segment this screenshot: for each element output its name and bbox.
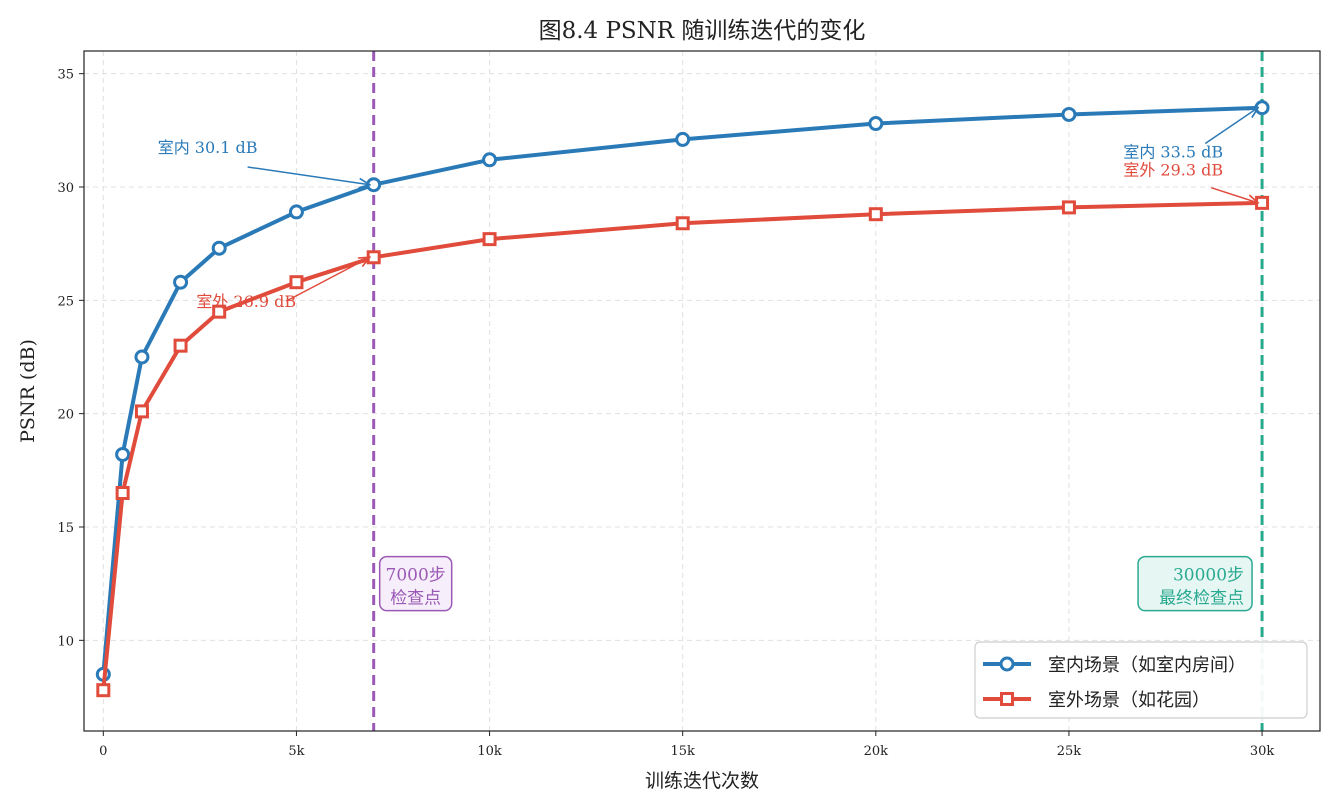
x-tick-label: 0	[99, 744, 107, 759]
data-point	[211, 240, 227, 256]
legend-swatch-marker	[1000, 692, 1014, 706]
checkpoint-label: 检查点	[390, 589, 441, 609]
series-line	[101, 200, 1263, 691]
data-point	[868, 207, 883, 222]
grid	[84, 51, 1320, 731]
data-point	[173, 338, 188, 353]
checkpoint-label-box	[378, 555, 453, 612]
x-tick-label: 25k	[1057, 744, 1082, 759]
data-point	[482, 152, 498, 168]
annotation-label: 室外 29.3 dB	[1123, 161, 1223, 180]
annotation-label: 室外 26.9 dB	[196, 292, 296, 311]
data-point	[115, 486, 130, 500]
legend-box	[974, 641, 1308, 719]
x-tick-label: 20k	[864, 744, 889, 759]
annotation-label: 室内 33.5 dB	[1123, 143, 1223, 162]
checkpoint-label: 7000步	[386, 566, 446, 586]
data-point	[134, 349, 150, 365]
annotation-arrow	[1210, 186, 1258, 203]
y-tick-label: 15	[57, 521, 74, 536]
y-axis-label: PSNR (dB)	[17, 339, 39, 443]
data-point	[289, 275, 304, 290]
data-point	[173, 274, 189, 290]
y-tick-label: 35	[57, 68, 74, 83]
chart-title: 图8.4 PSNR 随训练迭代的变化	[539, 18, 866, 44]
y-tick-label: 30	[57, 181, 74, 196]
data-point	[134, 404, 149, 419]
data-point	[1061, 106, 1077, 122]
legend-label: 室内场景（如室内房间）	[1048, 655, 1246, 676]
x-tick-label: 10k	[477, 744, 502, 759]
checkpoint-label: 30000步	[1173, 566, 1244, 586]
legend-swatch-marker	[999, 656, 1015, 672]
annotation-label: 室内 30.1 dB	[158, 138, 258, 157]
series-line	[101, 105, 1263, 675]
data-point	[1061, 200, 1076, 215]
data-point	[366, 250, 381, 265]
data-point	[675, 131, 691, 147]
x-tick-label: 5k	[288, 744, 304, 759]
annotation-arrow	[247, 166, 370, 185]
data-point	[288, 204, 304, 220]
data-point	[96, 683, 111, 698]
x-tick-label: 30k	[1250, 744, 1275, 759]
data-point	[482, 232, 497, 247]
annotation-arrow	[1204, 108, 1258, 145]
data-point	[868, 116, 884, 132]
x-tick-label: 15k	[670, 744, 695, 759]
legend: 室内场景（如室内房间） 室外场景（如花园）	[974, 641, 1308, 719]
plot-frame	[83, 50, 1321, 732]
legend-label: 室外场景（如花园）	[1048, 690, 1210, 711]
y-tick-label: 25	[57, 294, 74, 309]
tick-labels: 0 5k 10k 15k 20k 25k 30k 10 15 20 25 30 35	[57, 68, 1274, 759]
data-point	[675, 216, 690, 231]
checkpoint-label-box	[1137, 555, 1253, 612]
annotation-arrow	[285, 257, 369, 302]
y-tick-label: 10	[57, 634, 74, 649]
series-group	[95, 100, 1270, 698]
checkpoint-label: 最终检查点	[1159, 589, 1244, 609]
x-axis-label: 训练迭代次数	[645, 770, 759, 792]
data-point	[212, 304, 227, 319]
y-tick-label: 20	[57, 408, 74, 423]
data-point	[115, 446, 131, 462]
data-point	[1255, 195, 1270, 210]
